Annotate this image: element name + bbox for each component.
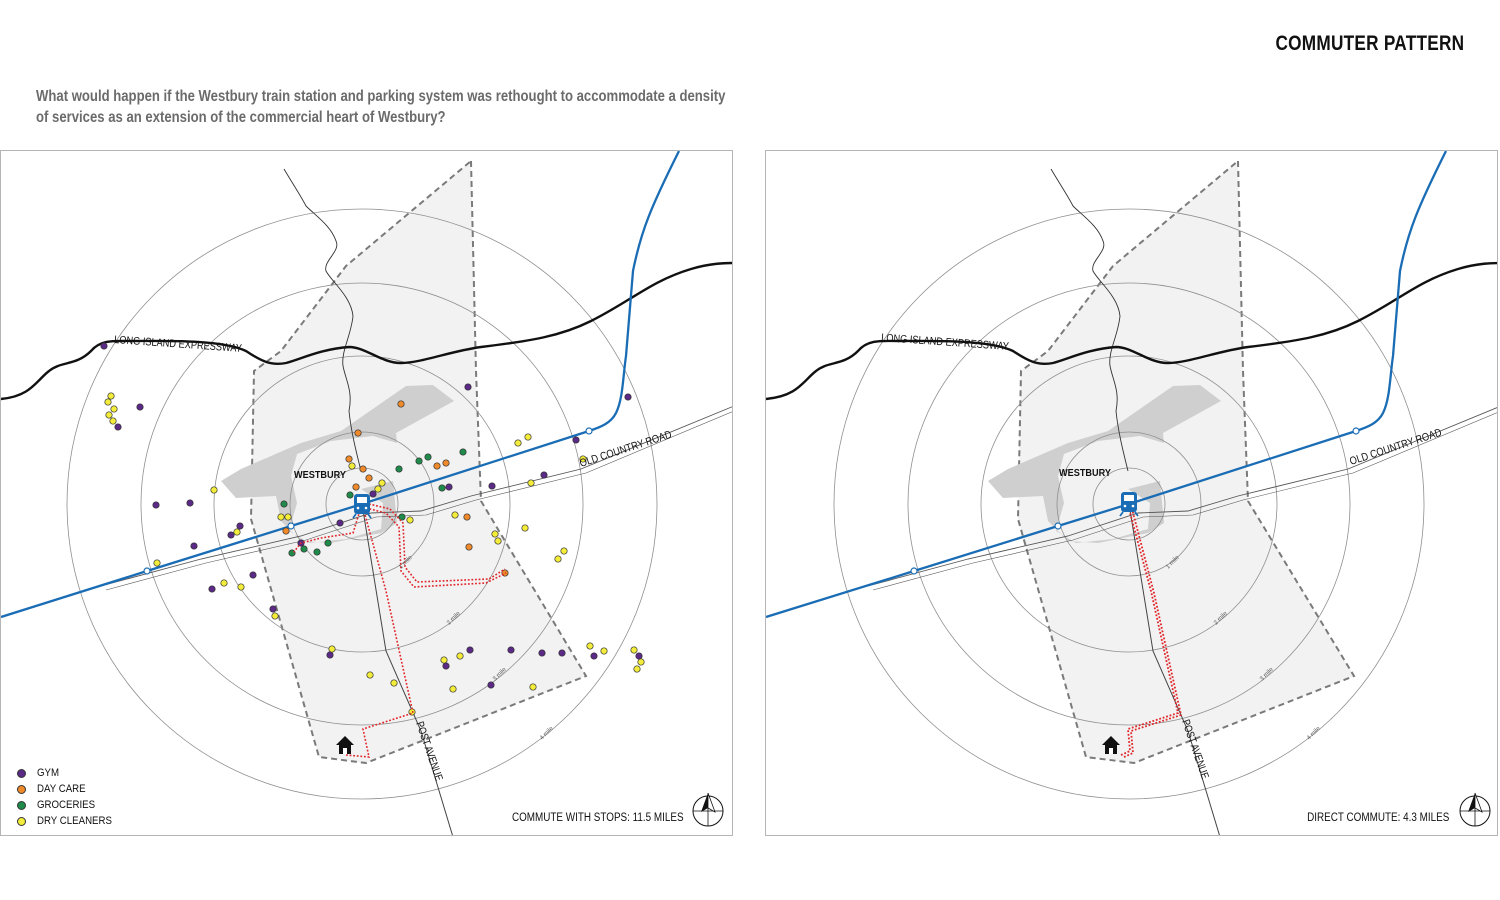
label-ring-4: 4 mile — [1306, 725, 1322, 741]
label-old-country-road: OLD COUNTRY ROAD — [1348, 427, 1443, 468]
label-old-country-road: OLD COUNTRY ROAD — [578, 429, 673, 470]
legend-swatch — [17, 784, 26, 794]
distance-rings — [66, 208, 658, 800]
stream-line — [1050, 168, 1129, 472]
legend-swatch — [17, 800, 26, 810]
town-area — [221, 385, 454, 543]
post-avenue-road — [361, 503, 453, 835]
north-arrow-icon — [1459, 792, 1491, 827]
legend-label: DAY CARE — [37, 783, 86, 795]
north-arrow-icon — [692, 792, 724, 827]
label-expressway: LONG ISLAND EXPRESSWAY — [114, 334, 243, 355]
old-country-road-edge — [872, 412, 1497, 591]
map-panel-commute-with-stops: LONG ISLAND EXPRESSWAY OLD COUNTRY ROAD … — [0, 150, 733, 836]
label-ring-4: 4 mile — [539, 725, 555, 741]
label-westbury: WESTBURY — [1059, 468, 1111, 479]
legend-label: GROCERIES — [37, 799, 96, 811]
distance-rings — [833, 208, 1425, 800]
legend: GYM DAY CARE GROCERIES DRY CLEANERS — [17, 765, 122, 829]
home-icon — [336, 736, 354, 754]
map-panel-direct-commute: LONG ISLAND EXPRESSWAY OLD COUNTRY ROAD … — [765, 150, 1498, 836]
legend-label: GYM — [37, 767, 60, 779]
legend-item-dry-cleaners: DRY CLEANERS — [17, 813, 122, 829]
train-station-icon — [1119, 492, 1139, 517]
train-station-icon — [352, 494, 372, 519]
intro-question: What would happen if the Westbury train … — [36, 88, 726, 126]
district-boundary — [1016, 158, 1356, 765]
old-country-road — [100, 406, 732, 587]
long-island-expressway — [1, 261, 732, 401]
lirr-rail-line — [766, 151, 1448, 619]
legend-swatch — [17, 768, 26, 778]
legend-item-groceries: GROCERIES — [17, 797, 122, 813]
legend-swatch — [17, 816, 26, 826]
direct-commute-route — [1120, 508, 1183, 758]
map-left: LONG ISLAND EXPRESSWAY OLD COUNTRY ROAD … — [1, 151, 732, 835]
map-right: LONG ISLAND EXPRESSWAY OLD COUNTRY ROAD … — [766, 151, 1497, 835]
post-avenue-road — [1128, 503, 1220, 835]
commute-route-with-stops — [292, 503, 507, 758]
long-island-expressway — [766, 261, 1497, 401]
legend-item-gym: GYM — [17, 765, 122, 781]
rail-stations — [143, 427, 593, 575]
caption-commute-with-stops: COMMUTE WITH STOPS: 11.5 MILES — [512, 812, 684, 824]
label-westbury: WESTBURY — [294, 470, 346, 481]
old-country-road — [867, 407, 1497, 587]
legend-label: DRY CLEANERS — [37, 815, 112, 827]
rail-stations — [910, 427, 1360, 575]
legend-item-day-care: DAY CARE — [17, 781, 122, 797]
town-area — [988, 385, 1221, 543]
label-expressway: LONG ISLAND EXPRESSWAY — [881, 332, 1010, 353]
caption-direct-commute: DIRECT COMMUTE: 4.3 MILES — [1306, 812, 1449, 824]
stream-line — [283, 168, 362, 472]
page-title: COMMUTER PATTERN — [1275, 32, 1464, 55]
home-icon — [1102, 736, 1120, 754]
lirr-rail-line — [1, 151, 681, 619]
